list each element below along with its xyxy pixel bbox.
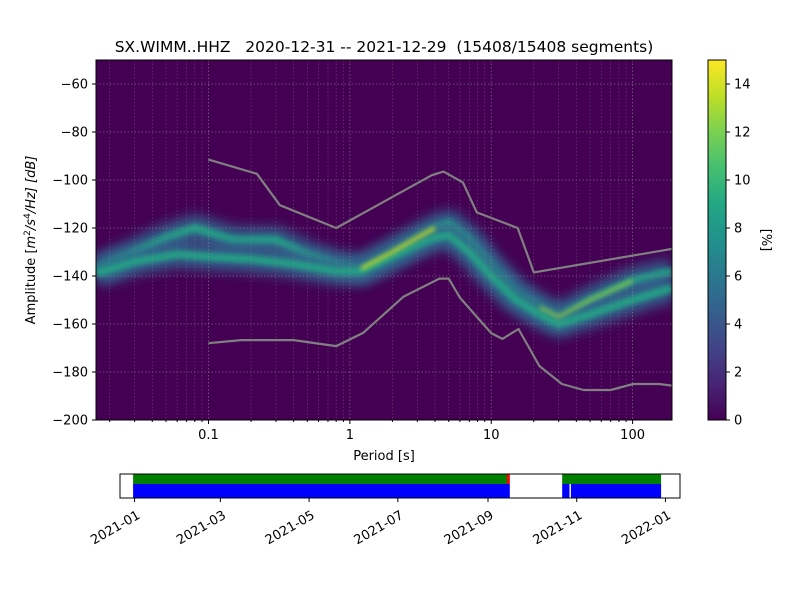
y-tick-label: −180	[52, 366, 88, 381]
timeline-blue-segment	[562, 484, 570, 498]
x-tick-label: 100	[620, 428, 645, 443]
colorbar-label: [%]	[758, 229, 773, 252]
density-peak-upper	[360, 226, 436, 271]
timeline-bars	[133, 474, 662, 498]
density-layer	[96, 210, 672, 337]
timeline-green-segment	[562, 474, 662, 484]
low-noise-model-line	[208, 277, 672, 392]
y-axis: −200 −180 −160 −140 −120 −100 −80 −60	[52, 78, 96, 429]
y-tick-label: −120	[52, 222, 88, 237]
timeline-tick-label: 2021-01	[88, 508, 143, 548]
timeline-tick-label: 2021-07	[352, 508, 407, 548]
density-core-lower	[96, 231, 672, 328]
timeline-tick-label: 2022-01	[619, 508, 674, 548]
colorbar-tick-label: 14	[734, 78, 751, 93]
timeline-blue-segment	[570, 484, 662, 498]
x-axis-label: Period [s]	[353, 449, 415, 464]
plot-frame	[95, 59, 673, 421]
y-tick-label: −140	[52, 270, 88, 285]
timeline-blue-segment	[133, 484, 510, 498]
colorbar-tick-label: 8	[734, 222, 742, 237]
timeline-tick-label: 2021-05	[263, 508, 318, 548]
y-axis-label: Amplitude [m2/s4/Hz] [dB]	[23, 156, 39, 325]
density-peak-long-period	[538, 279, 634, 319]
y-tick-label: −200	[52, 414, 88, 429]
x-tick-label: 1	[346, 428, 354, 443]
colorbar-tick-label: 10	[734, 174, 751, 189]
timeline-green-segment	[133, 474, 509, 484]
colorbar	[707, 59, 727, 421]
y-tick-label: −160	[52, 318, 88, 333]
chart-title: SX.WIMM..HHZ 2020-12-31 -- 2021-12-29 (1…	[115, 38, 654, 56]
x-axis: 0.1 1 10 100	[109, 420, 645, 443]
y-tick-label: −100	[52, 174, 88, 189]
timeline-red-segment	[506, 474, 510, 484]
colorbar-tick-label: 6	[734, 270, 742, 285]
x-tick-label: 10	[483, 428, 500, 443]
timeline-tick-label: 2021-09	[442, 508, 497, 548]
high-noise-model-line	[208, 158, 672, 274]
timeline-frame	[119, 473, 681, 499]
colorbar-tick-label: 2	[734, 366, 742, 381]
timeline-x-axis: 2021-01 2021-03 2021-05 2021-07 2021-09 2021-…	[88, 498, 674, 548]
colorbar-tick-label: 12	[734, 126, 751, 141]
grid-lines	[96, 60, 672, 420]
timeline-tick-label: 2021-03	[174, 508, 229, 548]
timeline-tick-label: 2021-11	[531, 508, 586, 548]
colorbar-tick-label: 4	[734, 318, 742, 333]
x-tick-label: 0.1	[198, 428, 219, 443]
y-tick-label: −60	[61, 78, 88, 93]
colorbar-ticks: 0 2 4 6 8 10 12 14	[726, 78, 751, 429]
colorbar-tick-label: 0	[734, 414, 742, 429]
noise-models	[208, 158, 672, 392]
y-tick-label: −80	[61, 126, 88, 141]
